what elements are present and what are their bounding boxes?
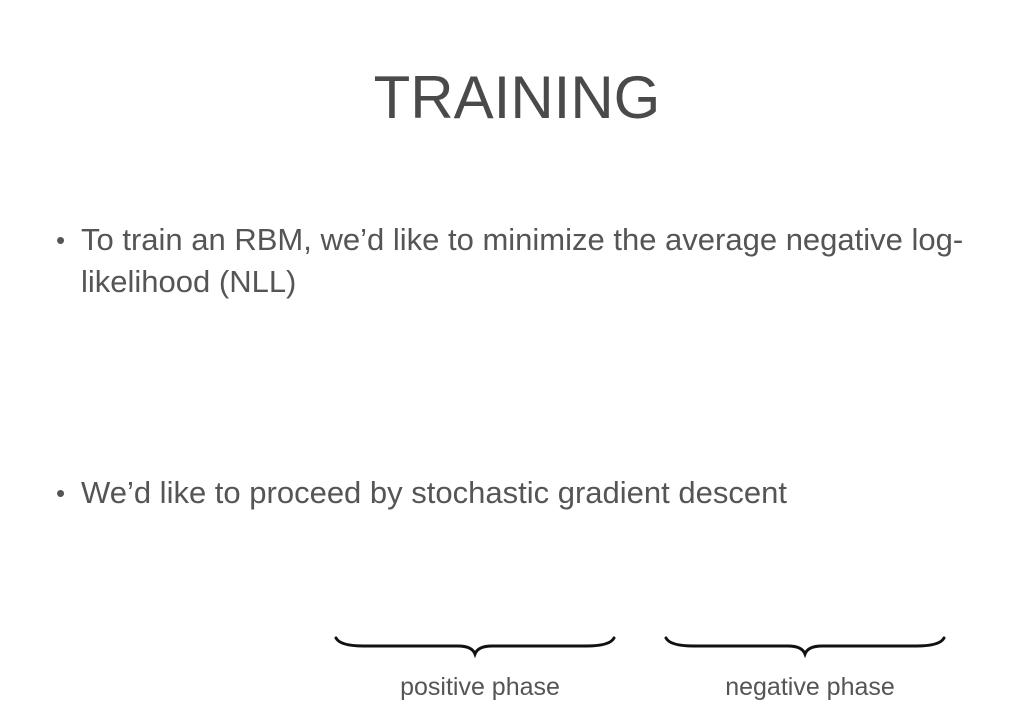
bullet-marker: • bbox=[56, 478, 66, 508]
positive-phase-brace bbox=[334, 634, 616, 660]
negative-phase-label: negative phase bbox=[725, 673, 895, 701]
underbrace-icon bbox=[664, 636, 946, 659]
positive-phase-label: positive phase bbox=[400, 673, 560, 701]
slide-title: TRAINING bbox=[373, 64, 661, 131]
bullet-item: • We’d like to proceed by stochastic gra… bbox=[56, 472, 986, 516]
bullet-marker: • bbox=[56, 225, 66, 255]
underbrace-icon bbox=[334, 636, 616, 659]
bullet-text: To train an RBM, we’d like to minimize t… bbox=[81, 222, 964, 299]
negative-phase-brace bbox=[664, 634, 946, 660]
bullet-text: We’d like to proceed by stochastic gradi… bbox=[81, 475, 787, 510]
bullet-item: • To train an RBM, we’d like to minimize… bbox=[56, 219, 986, 309]
